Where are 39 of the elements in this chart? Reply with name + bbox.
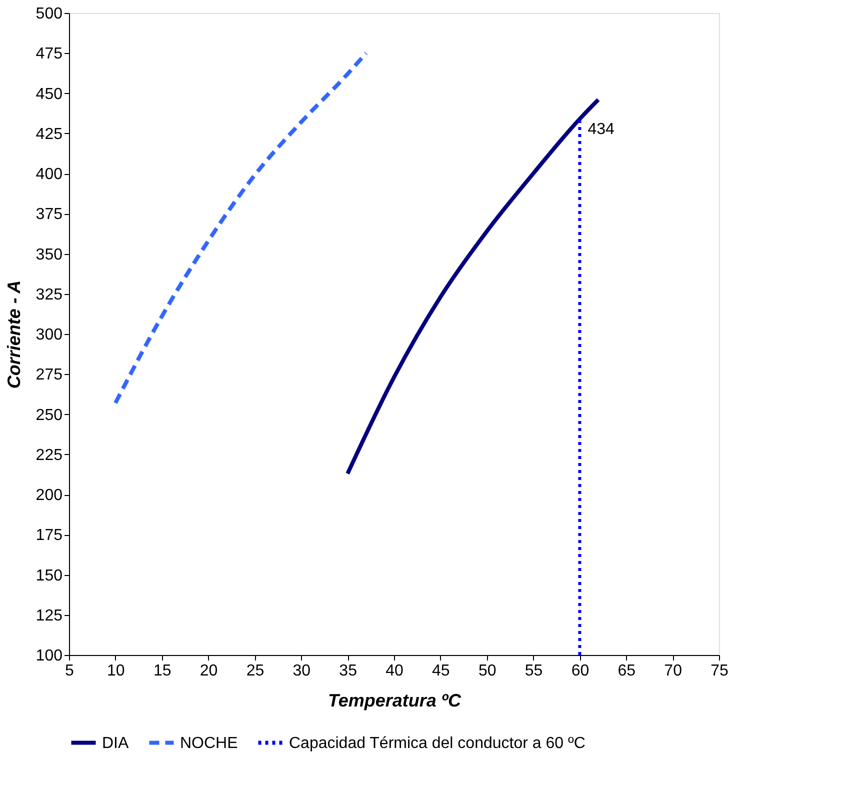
x-tick-label: 5 <box>65 662 74 680</box>
y-tick-label: 125 <box>36 607 63 624</box>
y-tick-label: 150 <box>36 567 63 584</box>
y-tick-label: 500 <box>36 6 63 22</box>
line-series <box>113 51 368 406</box>
y-tick-label: 175 <box>36 527 63 544</box>
x-tick-label: 75 <box>710 662 728 680</box>
y-tick-label: 350 <box>36 246 63 264</box>
y-tick-label: 250 <box>36 406 63 424</box>
y-tick-label: 375 <box>36 206 63 224</box>
x-axis-title: Temperatura ºC <box>328 690 462 710</box>
y-axis-title: Corriente - A <box>4 280 24 389</box>
y-tick-label: 325 <box>36 286 63 304</box>
x-tick-label: 30 <box>292 662 311 680</box>
x-tick-label: 15 <box>153 662 172 680</box>
y-tick-label: 275 <box>36 366 63 384</box>
x-tick-label: 35 <box>339 662 358 680</box>
x-tick-label: 10 <box>107 662 125 680</box>
annotation: 434 <box>588 120 615 138</box>
x-tick-label: 40 <box>386 662 404 680</box>
y-tick-label: 200 <box>36 487 63 504</box>
x-tick-label: 60 <box>571 662 590 680</box>
x-tick-label: 25 <box>246 662 264 680</box>
x-tick-label: 55 <box>524 662 543 680</box>
y-tick-label: 450 <box>36 86 63 103</box>
y-tick-label: 225 <box>36 446 63 464</box>
legend-label: NOCHE <box>180 734 238 752</box>
legend-label: Capacidad Térmica del conductor a 60 ºC <box>289 734 586 752</box>
y-tick-label: 475 <box>36 46 63 63</box>
x-tick-label: 20 <box>200 662 218 680</box>
legend-label: DIA <box>102 734 129 752</box>
x-tick-label: 45 <box>432 662 450 680</box>
y-tick-label: 400 <box>36 166 63 183</box>
x-tick-label: 70 <box>664 662 682 680</box>
x-tick-label: 65 <box>618 662 636 680</box>
y-tick-label: 300 <box>36 326 63 344</box>
y-tick-label: 100 <box>36 648 63 664</box>
y-tick-label: 425 <box>36 126 63 143</box>
x-tick-label: 50 <box>478 662 496 680</box>
